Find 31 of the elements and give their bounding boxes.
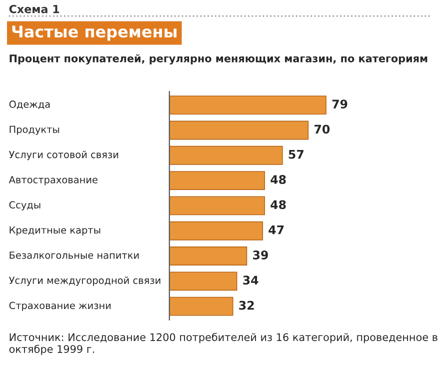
y-tick-label: Безалкогольные напитки [10, 252, 139, 259]
bar [169, 246, 248, 266]
bar [169, 146, 283, 165]
chart-title: Частые перемены [12, 26, 176, 41]
y-tick-label: Ссуды [9, 201, 40, 210]
bar [169, 171, 265, 190]
data-label: 70 [314, 124, 330, 134]
y-tick-label: Услуги сотовой связи [8, 150, 118, 160]
data-label: 48 [270, 175, 286, 184]
data-label: 48 [270, 200, 286, 210]
data-label: 57 [288, 150, 304, 159]
y-tick-label: Кредитные карты [10, 226, 100, 236]
y-tick-label: Услуги междугородной связи [8, 276, 160, 286]
y-tick-label: Страхование жизни [9, 302, 111, 312]
y-tick-label: Продукты [10, 126, 60, 135]
y-tick-label: Автострахование [8, 176, 98, 186]
bar [169, 120, 309, 140]
data-label: 34 [243, 276, 258, 285]
bar [169, 96, 326, 115]
data-label: 47 [268, 226, 284, 234]
y-tick-label: Одежда [9, 100, 50, 110]
data-label: 32 [239, 300, 254, 310]
text: Источник: Исследование 1200 потребителей из 16 категорий, проведенное в октябре 1999 г. [9, 332, 438, 355]
bar [169, 221, 263, 240]
data-label: 39 [253, 250, 268, 260]
bar [169, 196, 265, 216]
data-label: 79 [332, 100, 348, 108]
bar [169, 296, 234, 316]
text: Схема 1 [9, 4, 60, 14]
bar [169, 272, 238, 291]
chart-subtitle: Процент покупателей, регулярно меняющих магазин, по категориям [10, 54, 428, 64]
